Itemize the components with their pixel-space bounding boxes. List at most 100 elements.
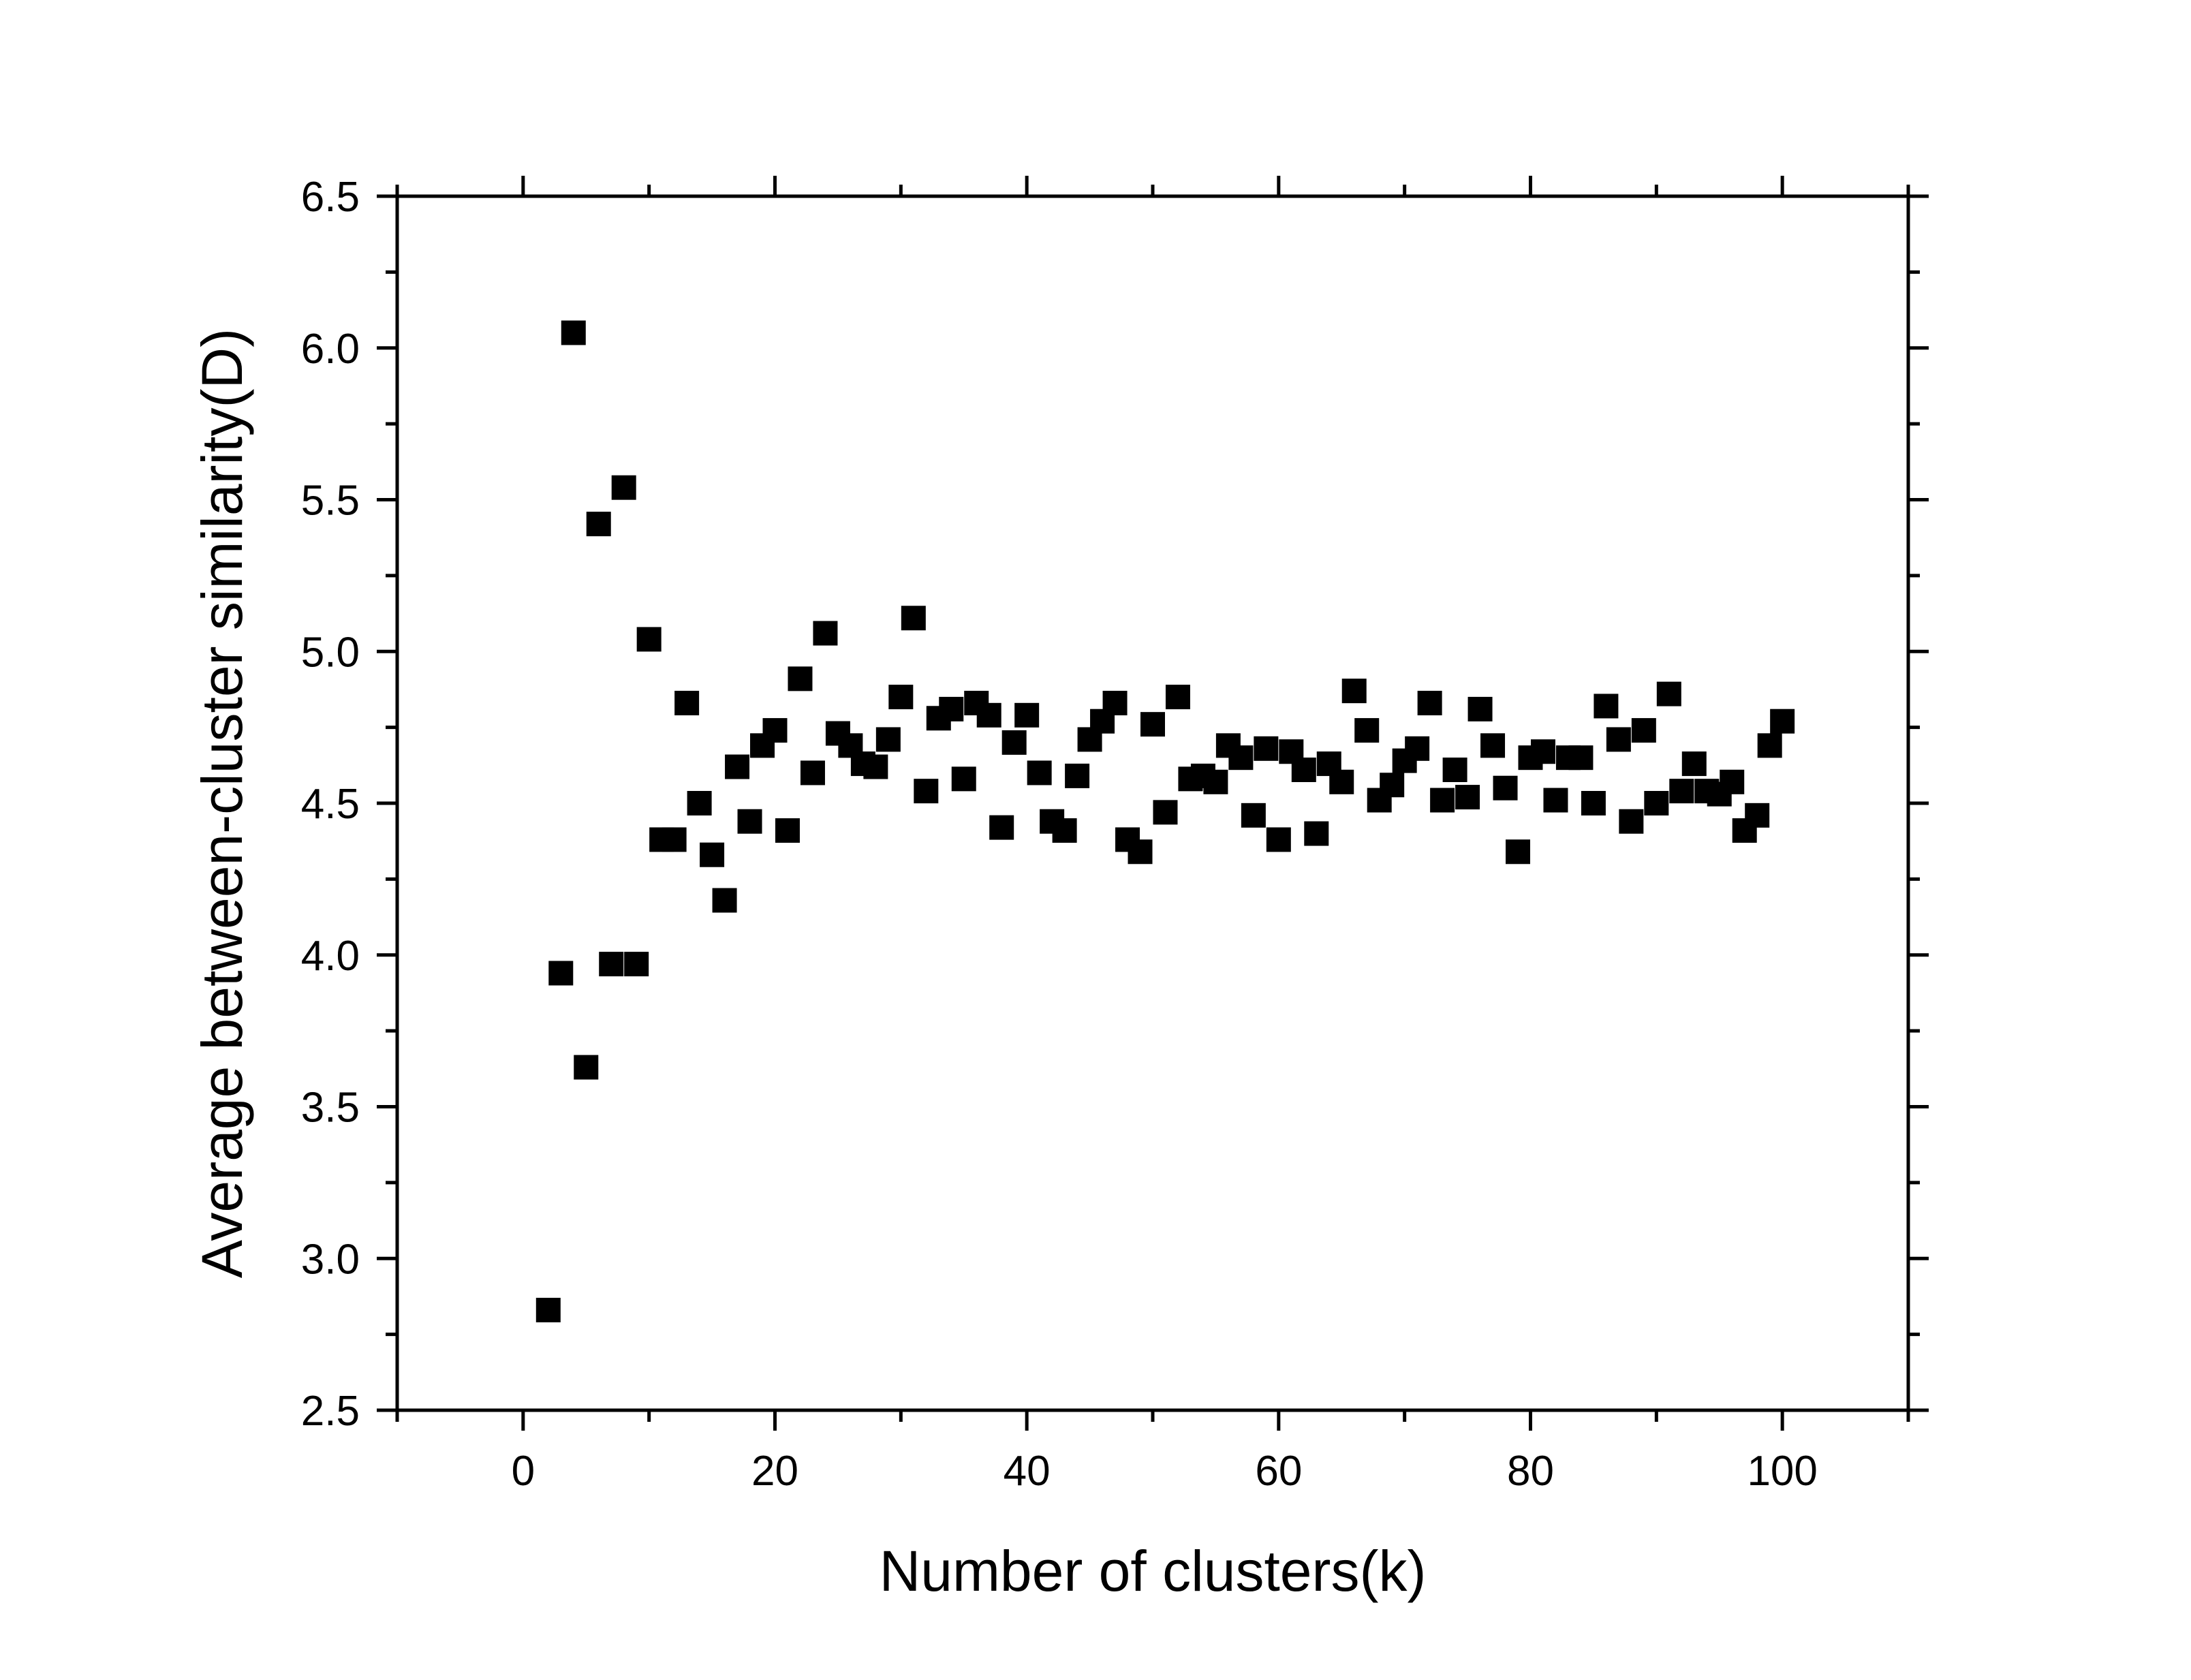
data-point: [1165, 685, 1190, 710]
data-point: [1442, 757, 1467, 782]
data-point: [725, 754, 750, 779]
data-point: [1405, 736, 1430, 761]
data-point: [700, 842, 725, 867]
data-point: [1543, 788, 1568, 813]
y-tick-label: 6.5: [301, 174, 360, 221]
data-point: [1329, 769, 1354, 794]
data-point: [1644, 791, 1669, 815]
data-point: [561, 320, 586, 345]
y-tick-label: 3.5: [301, 1085, 360, 1132]
data-point: [599, 952, 624, 977]
data-point: [1341, 679, 1367, 704]
y-axis-title: Average between-cluster similarity(D): [190, 328, 254, 1278]
data-point: [737, 809, 762, 834]
data-point: [1203, 769, 1228, 794]
x-axis-title: Number of clusters(k): [880, 1539, 1427, 1603]
y-tick-label: 5.5: [301, 478, 360, 525]
data-point: [1669, 779, 1694, 804]
data-point: [1102, 690, 1128, 715]
y-axis-tick-labels: 2.5 3.0 3.5 4.0 4.5 5.0 5.5 6.0 6.5: [301, 174, 360, 1435]
data-point: [989, 815, 1014, 840]
y-tick-label: 4.0: [301, 933, 360, 980]
data-point: [1681, 751, 1707, 777]
data-point: [1291, 757, 1316, 782]
data-point: [1001, 730, 1027, 755]
data-point: [951, 766, 976, 792]
x-tick-label: 60: [1255, 1448, 1302, 1495]
data-point: [1581, 791, 1606, 815]
data-point: [1568, 745, 1594, 771]
data-point: [1619, 809, 1644, 834]
data-point: [813, 621, 838, 646]
data-point: [775, 818, 800, 843]
data-point: [1304, 821, 1329, 846]
y-tick-label: 3.0: [301, 1236, 360, 1283]
data-point: [1480, 733, 1506, 758]
data-point: [624, 952, 649, 977]
data-point: [1631, 718, 1656, 743]
data-point: [1594, 694, 1619, 719]
data-point: [914, 779, 939, 804]
data-point: [1757, 733, 1782, 758]
data-point: [1720, 769, 1745, 794]
data-point: [1065, 763, 1090, 788]
data-point: [1656, 681, 1681, 706]
data-point: [535, 1297, 561, 1322]
data-point: [636, 627, 662, 652]
data-point: [1506, 839, 1531, 865]
data-point: [901, 606, 926, 631]
data-point: [1014, 702, 1040, 728]
y-tick-label: 2.5: [301, 1388, 360, 1435]
data-point: [800, 760, 825, 785]
data-point: [788, 666, 813, 691]
data-point: [1530, 739, 1555, 764]
data-point: [1241, 803, 1266, 828]
data-point: [1153, 800, 1178, 825]
data-point: [1140, 712, 1165, 737]
x-tick-label: 80: [1507, 1448, 1554, 1495]
data-point: [1380, 773, 1405, 798]
x-axis-tick-labels: 0 20 40 60 80 100: [512, 1448, 1818, 1495]
x-tick-label: 40: [1004, 1448, 1051, 1495]
data-point: [1745, 803, 1770, 828]
data-point: [976, 702, 1001, 728]
data-point: [1354, 718, 1380, 743]
data-point: [939, 696, 964, 721]
data-point: [662, 827, 687, 852]
data-point: [1128, 839, 1153, 865]
data-point: [611, 475, 636, 500]
data-point: [1052, 818, 1077, 843]
data-point: [574, 1055, 599, 1080]
data-point: [1606, 727, 1631, 752]
data-point: [1266, 827, 1291, 852]
data-point: [1430, 788, 1455, 813]
y-tick-label: 4.5: [301, 781, 360, 828]
data-point: [888, 685, 914, 710]
x-tick-label: 20: [751, 1448, 798, 1495]
data-point: [712, 888, 737, 913]
x-tick-label: 100: [1747, 1448, 1817, 1495]
y-tick-label: 5.0: [301, 629, 360, 676]
data-points: [535, 320, 1795, 1322]
y-axis-ticks: [377, 194, 1929, 1412]
data-point: [687, 791, 712, 815]
x-tick-label: 0: [512, 1448, 535, 1495]
data-point: [1228, 745, 1254, 771]
data-point: [875, 727, 901, 752]
data-point: [1254, 736, 1279, 761]
data-point: [1417, 690, 1442, 715]
data-point: [548, 961, 574, 986]
data-point: [1027, 760, 1052, 785]
x-axis-ticks: [395, 176, 1910, 1431]
y-tick-label: 6.0: [301, 326, 360, 373]
data-point: [586, 512, 611, 537]
data-point: [1455, 785, 1480, 810]
data-point: [674, 690, 700, 715]
data-point: [1467, 696, 1493, 721]
data-point: [762, 718, 788, 743]
data-point: [1770, 709, 1795, 734]
data-point: [863, 754, 888, 779]
data-point: [1493, 775, 1518, 800]
